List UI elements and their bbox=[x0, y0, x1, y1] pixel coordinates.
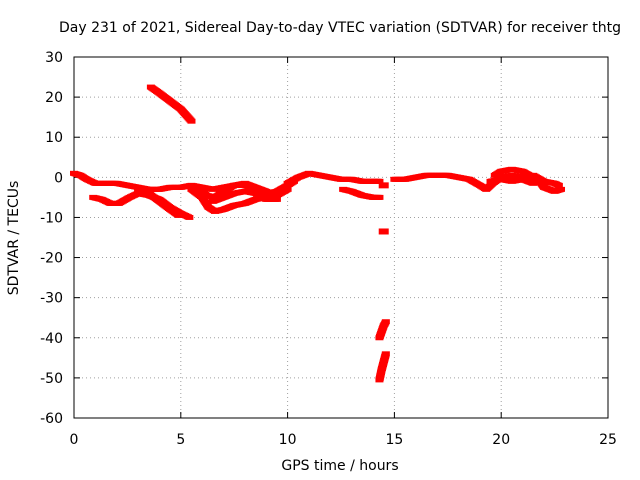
series-arc-o bbox=[490, 166, 566, 194]
x-tick-label: 0 bbox=[70, 432, 79, 448]
y-axis-label: SDTVAR / TECUs bbox=[6, 181, 22, 296]
data-point bbox=[375, 178, 384, 184]
series-arc-p bbox=[486, 176, 538, 186]
data-point bbox=[381, 351, 390, 357]
data-point bbox=[529, 180, 538, 186]
y-tick-label: -10 bbox=[40, 210, 63, 226]
data-point bbox=[272, 196, 281, 202]
y-tick-label: 20 bbox=[45, 90, 63, 106]
data-point bbox=[557, 186, 566, 192]
x-tick-labels: 0 5 10 15 20 25 bbox=[70, 432, 617, 448]
y-tick-label: 10 bbox=[45, 130, 63, 146]
series-arc-e bbox=[187, 186, 292, 214]
y-tick-labels: -60 -50 -40 -30 -20 -10 0 10 20 30 bbox=[40, 50, 63, 427]
y-tick-label: -40 bbox=[40, 331, 63, 347]
x-tick-label: 15 bbox=[385, 432, 403, 448]
data-point bbox=[378, 182, 389, 189]
x-axis-label: GPS time / hours bbox=[281, 458, 398, 474]
data-point bbox=[375, 194, 384, 200]
axis-ticks bbox=[73, 56, 609, 419]
y-tick-label: -60 bbox=[40, 411, 63, 427]
x-tick-label: 25 bbox=[599, 432, 617, 448]
chart-title: Day 231 of 2021, Sidereal Day-to-day VTE… bbox=[59, 20, 621, 36]
x-tick-label: 20 bbox=[492, 432, 510, 448]
grid-lines bbox=[74, 57, 608, 418]
y-tick-label: 0 bbox=[54, 170, 63, 186]
series-arc-c bbox=[134, 188, 183, 218]
x-tick-label: 5 bbox=[176, 432, 185, 448]
data-point bbox=[187, 118, 196, 124]
series-arc-j bbox=[378, 182, 389, 189]
series-arc-g bbox=[208, 188, 281, 204]
y-tick-label: -30 bbox=[40, 291, 63, 307]
y-tick-label: 30 bbox=[45, 50, 63, 66]
y-tick-label: -20 bbox=[40, 251, 63, 267]
series-arc-i bbox=[339, 186, 384, 200]
x-tick-label: 10 bbox=[279, 432, 297, 448]
series-arc-m bbox=[375, 351, 390, 383]
data-markers bbox=[70, 84, 566, 383]
data-point bbox=[378, 228, 389, 235]
series-arc-l bbox=[375, 319, 390, 341]
data-point bbox=[554, 182, 563, 188]
y-tick-label: -50 bbox=[40, 371, 63, 387]
series-arc-d bbox=[146, 84, 196, 124]
data-point bbox=[283, 186, 292, 192]
data-point bbox=[174, 212, 183, 218]
series-arc-k bbox=[378, 228, 389, 235]
data-point bbox=[262, 188, 271, 194]
plot-frame bbox=[73, 56, 609, 419]
data-point bbox=[185, 214, 194, 220]
series-arc-h bbox=[283, 170, 384, 186]
data-point bbox=[381, 319, 390, 325]
